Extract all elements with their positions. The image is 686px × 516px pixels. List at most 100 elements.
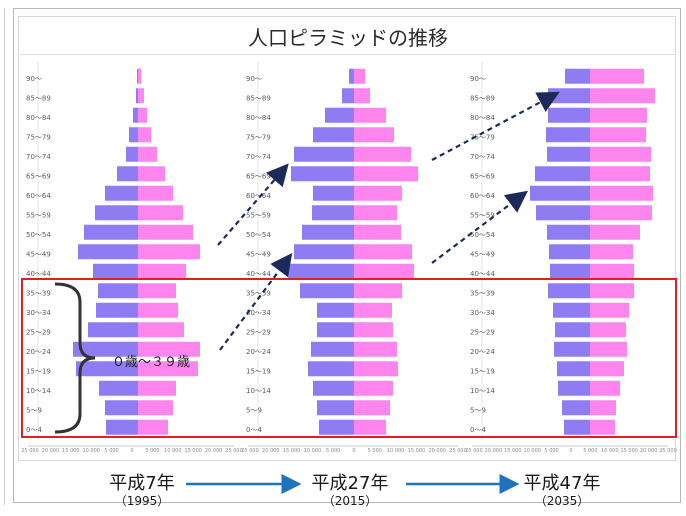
- bar-female-2-13: [590, 166, 650, 182]
- axis-tick-0-4: 5 000: [104, 448, 118, 454]
- axis-tick-2-6: 5 000: [583, 448, 597, 454]
- bar-male-2-17: [548, 88, 590, 104]
- year-label-2035: （2035）: [535, 494, 590, 508]
- bar-female-0-10: [138, 224, 193, 240]
- cohort-arrow-3: [431, 91, 560, 161]
- bar-male-1-9: [294, 244, 354, 260]
- bar-female-0-13: [138, 166, 165, 182]
- age-label-2-13: 65～69: [470, 172, 495, 180]
- axis-tick-2-10: 25 000: [659, 448, 677, 454]
- bar-male-2-5: [555, 322, 590, 338]
- bar-female-2-9: [590, 244, 633, 260]
- bar-male-2-0: [564, 419, 590, 435]
- bar-male-0-17: [136, 88, 138, 104]
- bar-male-1-8: [288, 263, 354, 279]
- bar-male-1-12: [313, 185, 354, 201]
- age-0-39-highlight-box: [21, 278, 677, 438]
- axis-tick-2-4: 5 000: [544, 448, 558, 454]
- age-label-1-18: 90～: [246, 75, 262, 83]
- axis-tick-0-1: 20 000: [42, 448, 60, 454]
- bar-female-0-1: [138, 400, 173, 416]
- bar-female-0-7: [138, 283, 176, 299]
- bar-female-1-18: [354, 68, 365, 84]
- axis-tick-1-8: 15 000: [408, 448, 426, 454]
- age-label-2-17: 85～89: [470, 94, 495, 102]
- axis-tick-0-2: 15 000: [62, 448, 80, 454]
- age-label-1-13: 65～69: [246, 172, 271, 180]
- age-label-1-7: 35～39: [246, 289, 271, 297]
- axis-tick-1-6: 5 000: [368, 448, 382, 454]
- bar-female-1-13: [354, 166, 418, 182]
- bar-male-2-10: [547, 224, 590, 240]
- age-label-0-17: 85～89: [26, 94, 51, 102]
- age-label-1-1: 5～9: [246, 406, 262, 414]
- bar-male-1-4: [311, 341, 354, 357]
- axis-tick-1-3: 10 000: [304, 448, 322, 454]
- age-label-1-15: 75～79: [246, 133, 271, 141]
- bar-female-0-11: [138, 205, 183, 221]
- bar-female-1-14: [354, 146, 411, 162]
- bar-male-0-7: [98, 283, 138, 299]
- age-label-2-11: 55～59: [470, 211, 495, 219]
- bar-male-1-0: [319, 419, 354, 435]
- axis-tick-2-5: 0: [569, 448, 572, 454]
- bar-female-1-0: [354, 419, 386, 435]
- age-label-1-9: 45～49: [246, 250, 271, 258]
- age-label-2-1: 5～9: [470, 406, 486, 414]
- axis-tick-2-1: 20 000: [485, 448, 503, 454]
- axis-tick-2-9: 20 000: [640, 448, 658, 454]
- age-label-0-4: 20～24: [26, 348, 51, 356]
- bar-male-0-2: [99, 380, 138, 396]
- age-label-0-14: 70～74: [26, 153, 51, 161]
- pyramid-panels: 0～4 5～9 10～14 15～19 20～24 25～29 30～34 35～39 40～4…: [21, 62, 677, 454]
- bar-female-1-17: [354, 88, 370, 104]
- age-label-0-9: 45～49: [26, 250, 51, 258]
- age-label-0-18: 90～: [26, 75, 42, 83]
- bar-male-1-16: [325, 107, 354, 123]
- age-label-0-0: 0～4: [26, 426, 42, 434]
- bar-female-0-8: [138, 263, 186, 279]
- bar-male-1-13: [291, 166, 354, 182]
- bar-female-1-1: [354, 400, 390, 416]
- bar-male-2-2: [558, 380, 590, 396]
- bar-male-1-5: [317, 322, 354, 338]
- bar-female-0-9: [138, 244, 200, 260]
- bar-female-0-3: [138, 361, 198, 377]
- cohort-arrow-2: [219, 252, 293, 351]
- bar-female-1-7: [354, 283, 402, 299]
- axis-tick-0-6: 5 000: [145, 448, 159, 454]
- axis-tick-1-4: 5 000: [326, 448, 340, 454]
- axis-tick-1-7: 10 000: [387, 448, 405, 454]
- cohort-arrow-1: [217, 163, 289, 246]
- bar-female-1-16: [354, 107, 386, 123]
- bar-male-0-8: [93, 263, 138, 279]
- bar-female-2-4: [590, 341, 627, 357]
- age-label-1-10: 50～54: [246, 231, 271, 239]
- age-label-0-16: 80～84: [26, 114, 51, 122]
- bar-male-1-2: [313, 380, 354, 396]
- bar-female-2-3: [590, 361, 624, 377]
- age-label-0-2: 10～14: [26, 387, 51, 395]
- bar-male-1-18: [349, 68, 354, 84]
- inner-frame: [18, 16, 676, 461]
- bar-female-0-5: [138, 322, 184, 338]
- bar-female-0-17: [138, 88, 144, 104]
- age-label-2-14: 70～74: [470, 153, 495, 161]
- bar-female-2-16: [590, 107, 647, 123]
- bar-male-2-9: [549, 244, 590, 260]
- cohort-arrow-4: [431, 190, 529, 264]
- age-label-0-11: 55～59: [26, 211, 51, 219]
- bar-female-1-10: [354, 224, 401, 240]
- age-label-2-18: 90～: [470, 75, 486, 83]
- bar-female-0-15: [138, 127, 151, 143]
- era-label-2035: 平成47年: [524, 473, 601, 494]
- era-label-2015: 平成27年: [312, 473, 389, 494]
- bar-female-0-14: [138, 146, 157, 162]
- age-label-1-3: 15～19: [246, 367, 271, 375]
- bar-female-1-11: [354, 205, 397, 221]
- axis-tick-2-2: 15 000: [504, 448, 522, 454]
- bar-female-1-9: [354, 244, 412, 260]
- bar-male-0-14: [126, 146, 138, 162]
- bar-female-1-8: [354, 263, 414, 279]
- axis-tick-0-8: 15 000: [184, 448, 202, 454]
